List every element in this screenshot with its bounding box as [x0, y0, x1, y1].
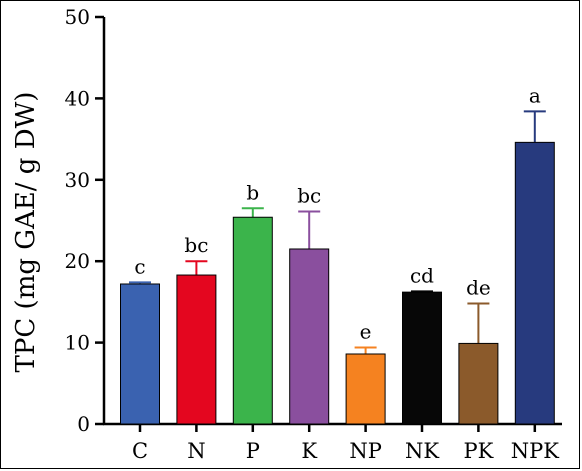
bar-NP — [345, 353, 386, 425]
bar-PK — [458, 342, 499, 425]
significance-label-PK: de — [466, 276, 491, 300]
x-tick-label-P: P — [246, 439, 260, 463]
bar-NK — [402, 291, 442, 425]
x-tick-label-N: N — [187, 439, 205, 463]
x-tick-label-C: C — [132, 439, 148, 463]
y-tick-label-50: 50 — [65, 5, 90, 29]
bar-N — [176, 274, 217, 425]
significance-label-NP: e — [360, 319, 372, 343]
bar-P — [232, 216, 273, 425]
significance-label-NK: cd — [410, 263, 434, 287]
bar-NPK — [514, 141, 555, 425]
y-tick-label-10: 10 — [65, 331, 90, 355]
y-tick-label-0: 0 — [77, 412, 90, 436]
y-tick-label-20: 20 — [65, 249, 90, 273]
bars — [120, 110, 555, 425]
bar-C — [120, 283, 160, 425]
significance-label-NPK: a — [529, 83, 541, 107]
x-tick-label-NPK: NPK — [511, 439, 560, 463]
x-tick-label-K: K — [301, 439, 317, 463]
significance-label-N: bc — [184, 233, 208, 257]
x-tick-label-NK: NK — [405, 439, 439, 463]
significance-label-K: bc — [297, 184, 321, 208]
bar-K — [289, 248, 330, 425]
x-tick-label-NP: NP — [349, 439, 382, 463]
significance-label-P: b — [246, 180, 259, 204]
significance-label-C: c — [134, 254, 145, 278]
y-tick-label-40: 40 — [65, 86, 90, 110]
x-tick-label-PK: PK — [463, 439, 493, 463]
y-tick-label-30: 30 — [65, 168, 90, 192]
labels: Cc Nbc Pb Kbc NP e NK cd PK de NPK a — [132, 83, 559, 463]
y-axis-title: TPC (mg GAE/ g DW) — [11, 92, 41, 373]
